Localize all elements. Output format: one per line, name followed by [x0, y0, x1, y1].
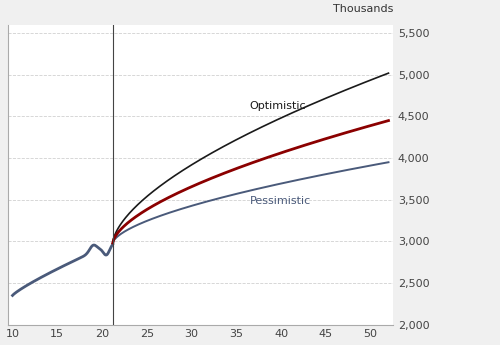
Text: Optimistic: Optimistic: [250, 101, 306, 111]
Text: Thousands: Thousands: [332, 4, 393, 14]
Text: Pessimistic: Pessimistic: [250, 196, 311, 206]
